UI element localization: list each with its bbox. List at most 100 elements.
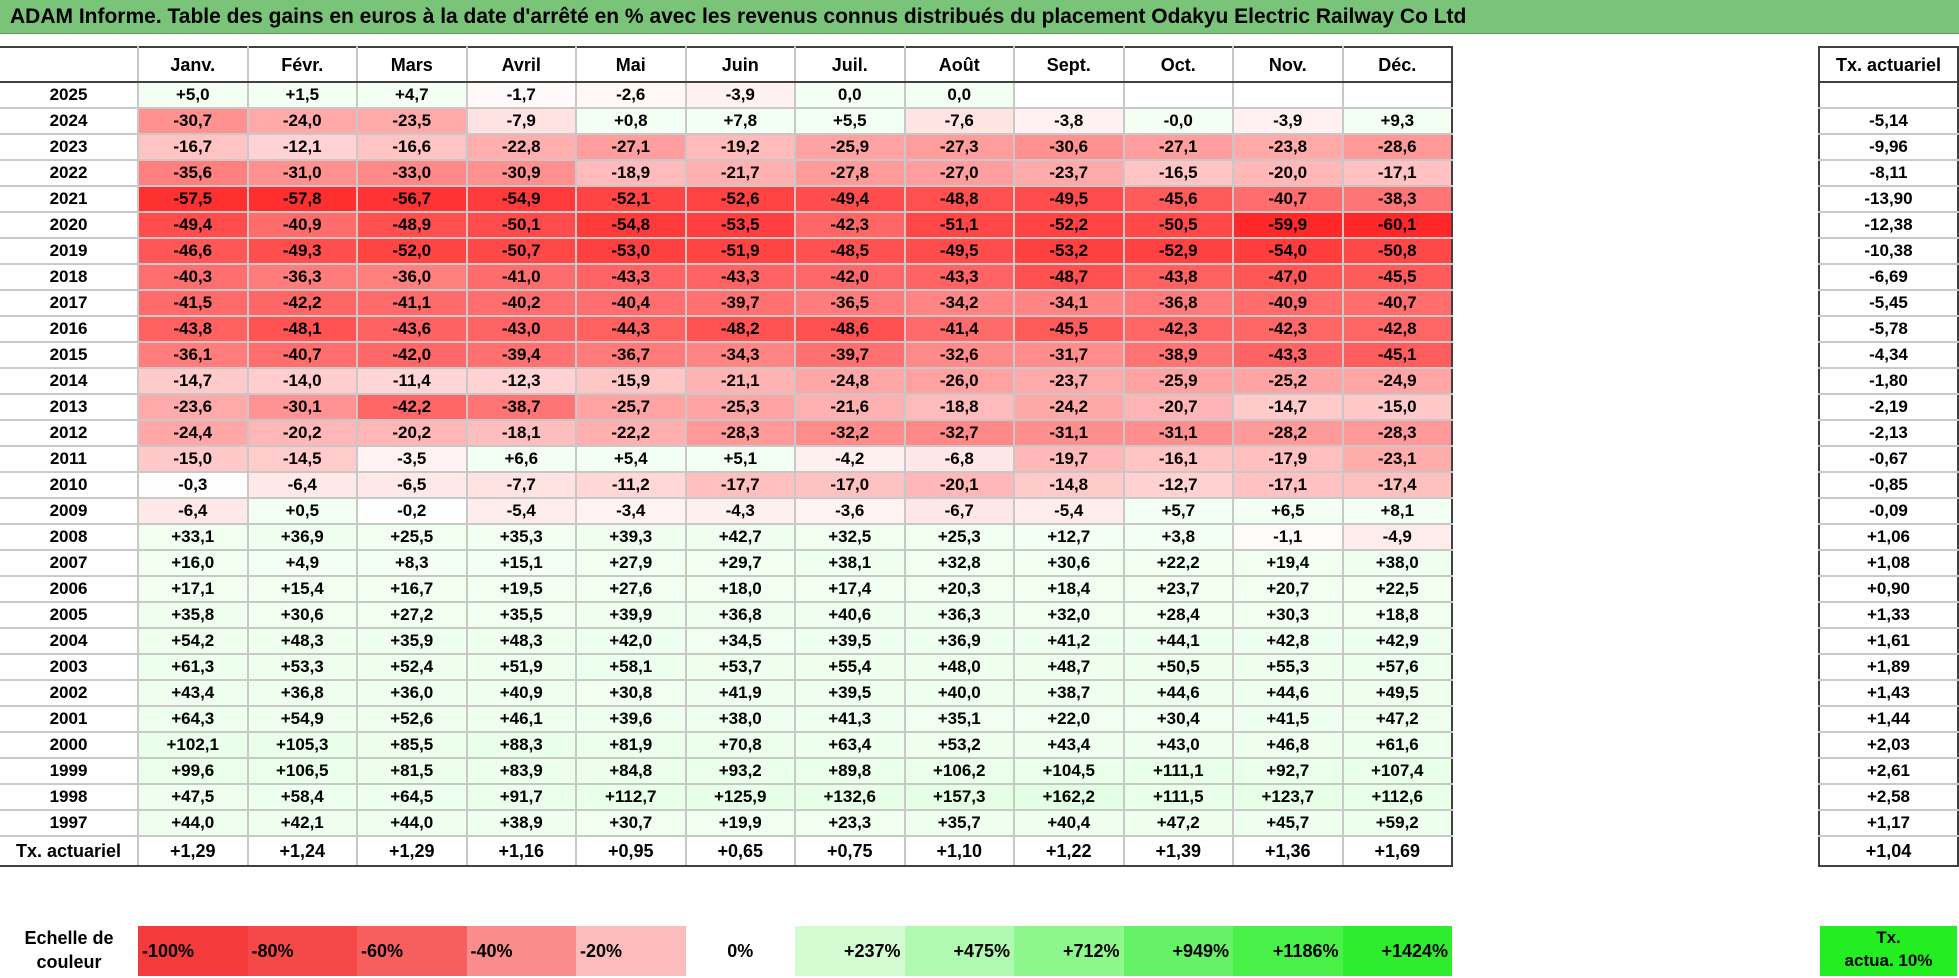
year-label: 2006 [0, 575, 139, 603]
year-label: 2004 [0, 627, 139, 655]
gain-cell: -3,6 [794, 497, 906, 525]
month-header-2: Févr. [247, 46, 358, 83]
gain-cell: +93,2 [685, 757, 796, 785]
gain-cell: -0,2 [356, 497, 468, 525]
gain-cell: -17,1 [1342, 159, 1453, 187]
actuarial-rate-row: -9,96 [1818, 132, 1959, 161]
gain-cell: -23,8 [1232, 133, 1344, 161]
gain-cell: +36,9 [247, 523, 358, 551]
gain-cell: +47,2 [1123, 809, 1234, 837]
gain-cell: +42,9 [1342, 627, 1453, 655]
gain-cell: -46,6 [137, 237, 249, 265]
gain-cell: 0,0 [794, 81, 906, 109]
gain-cell: +4,9 [247, 549, 358, 577]
gain-cell: -33,0 [356, 159, 468, 187]
gain-cell: -42,3 [1123, 315, 1234, 343]
table-row: 2007 +16,0 +4,9 +8,3 +15,1 +27,9 +29,7 +38,1 +32… [0, 549, 1453, 577]
actuarial-rate-table: Tx. actuariel -5,14 -9,96 -8,11 -13,90 -12,38… [1818, 46, 1959, 867]
month-header-5: Mai [575, 46, 687, 83]
year-label: 2024 [0, 107, 139, 135]
gain-cell: -23,7 [1013, 367, 1125, 395]
color-scale-step: +237% [795, 926, 905, 976]
month-header-10: Oct. [1123, 46, 1234, 83]
gain-cell [1232, 81, 1344, 109]
gain-cell: +20,3 [904, 575, 1015, 603]
gain-cell: +3,8 [1123, 523, 1234, 551]
gain-cell: +92,7 [1232, 757, 1344, 785]
footer-rate-cell: +1,69 [1342, 835, 1453, 867]
gain-cell: -51,1 [904, 211, 1015, 239]
gain-cell: -43,0 [466, 315, 577, 343]
table-row: 2006 +17,1 +15,4 +16,7 +19,5 +27,6 +18,0 +17,4 +… [0, 575, 1453, 603]
gain-cell: -48,1 [247, 315, 358, 343]
gain-cell: +27,2 [356, 601, 468, 629]
gain-cell: -26,0 [904, 367, 1015, 395]
gain-cell: +30,8 [575, 679, 687, 707]
gain-cell: +41,2 [1013, 627, 1125, 655]
gain-cell: +47,2 [1342, 705, 1453, 733]
footer-rate-cell: +1,24 [247, 835, 358, 867]
gain-cell: +8,3 [356, 549, 468, 577]
gain-cell: +107,4 [1342, 757, 1453, 785]
gain-cell: -28,6 [1342, 133, 1453, 161]
gain-cell: +81,5 [356, 757, 468, 785]
year-label: 2022 [0, 159, 139, 187]
gain-cell: -14,5 [247, 445, 358, 473]
gain-cell: -7,7 [466, 471, 577, 499]
gain-cell: +35,7 [904, 809, 1015, 837]
report-title-bar: ADAM Informe. Table des gains en euros à… [0, 0, 1959, 34]
gain-cell: -20,2 [247, 419, 358, 447]
gain-cell: -42,3 [1232, 315, 1344, 343]
gain-cell: +39,6 [575, 705, 687, 733]
gain-cell: +35,3 [466, 523, 577, 551]
gain-cell: -42,2 [247, 289, 358, 317]
gain-cell: +0,5 [247, 497, 358, 525]
gain-cell: -12,3 [466, 367, 577, 395]
gain-cell: -23,1 [1342, 445, 1453, 473]
gain-cell: -40,4 [575, 289, 687, 317]
gain-cell: +99,6 [137, 757, 249, 785]
color-scale-step: -100% [138, 926, 248, 976]
gain-cell: -21,7 [685, 159, 796, 187]
gain-cell: +12,7 [1013, 523, 1125, 551]
gain-cell: +49,5 [1342, 679, 1453, 707]
year-label: 2021 [0, 185, 139, 213]
gain-cell: -49,4 [137, 211, 249, 239]
gain-cell: -16,6 [356, 133, 468, 161]
gain-cell: +123,7 [1232, 783, 1344, 811]
actuarial-rate-cell: -0,09 [1818, 496, 1959, 525]
gain-cell: -39,4 [466, 341, 577, 369]
gain-cell: +29,7 [685, 549, 796, 577]
gain-cell: -51,9 [685, 237, 796, 265]
year-label: 2011 [0, 445, 139, 473]
gain-cell: -27,3 [904, 133, 1015, 161]
gain-cell: +40,9 [466, 679, 577, 707]
year-label: 2016 [0, 315, 139, 343]
gain-cell: -24,9 [1342, 367, 1453, 395]
actuarial-rate-row: -1,80 [1818, 366, 1959, 395]
actuarial-rate-cell: -5,45 [1818, 288, 1959, 317]
gain-cell: -22,8 [466, 133, 577, 161]
actuarial-rate-row: -12,38 [1818, 210, 1959, 239]
color-scale-step: +712% [1014, 926, 1124, 976]
gain-cell: -40,9 [247, 211, 358, 239]
gain-cell: -32,2 [794, 419, 906, 447]
gain-cell: -31,1 [1123, 419, 1234, 447]
gain-cell: -30,1 [247, 393, 358, 421]
month-header-12: Déc. [1342, 46, 1453, 83]
year-label: 1999 [0, 757, 139, 785]
table-row: 2023 -16,7 -12,1 -16,6 -22,8 -27,1 -19,2 -25,9-… [0, 133, 1453, 161]
gain-cell: +36,8 [247, 679, 358, 707]
gain-cell: +32,5 [794, 523, 906, 551]
gain-cell: -52,2 [1013, 211, 1125, 239]
gain-cell: -43,3 [575, 263, 687, 291]
actuarial-rate-cell: -12,38 [1818, 210, 1959, 239]
gain-cell: -54,0 [1232, 237, 1344, 265]
gain-cell: +19,4 [1232, 549, 1344, 577]
gain-cell: +5,5 [794, 107, 906, 135]
year-label: 2003 [0, 653, 139, 681]
gain-cell: -59,9 [1232, 211, 1344, 239]
gain-cell: -24,4 [137, 419, 249, 447]
actuarial-rate-row: -10,38 [1818, 236, 1959, 265]
gain-cell: -39,7 [685, 289, 796, 317]
